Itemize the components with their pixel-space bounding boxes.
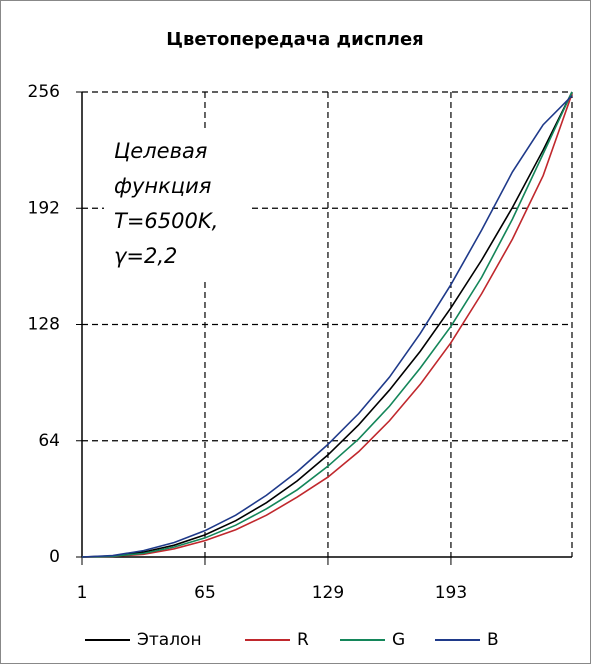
annotation: Целевая bbox=[114, 139, 207, 163]
legend-label: B bbox=[487, 630, 499, 650]
x-tick-label: 129 bbox=[312, 583, 344, 603]
annotation: T=6500K, bbox=[114, 209, 218, 233]
legend-label: G bbox=[392, 630, 405, 650]
line bbox=[81, 93, 573, 558]
y-tick-label: 0 bbox=[49, 547, 60, 567]
y-tick-label: 128 bbox=[28, 315, 60, 335]
y-tick-label: 256 bbox=[28, 82, 60, 102]
annotation-box bbox=[104, 130, 250, 282]
x-tick-label: 65 bbox=[194, 583, 216, 603]
line bbox=[81, 95, 573, 558]
x-tick-label: 193 bbox=[435, 583, 467, 603]
x-tick-label: 1 bbox=[77, 583, 88, 603]
y-tick-label: 192 bbox=[28, 198, 60, 218]
legend-label: R bbox=[297, 630, 309, 650]
line bbox=[81, 91, 573, 558]
grid bbox=[82, 91, 573, 557]
annotation: функция bbox=[114, 174, 211, 198]
annotation: γ=2,2 bbox=[114, 244, 177, 268]
chart-title: Цветопередача дисплея bbox=[166, 29, 424, 50]
line bbox=[81, 91, 573, 558]
legend-label: Эталон bbox=[137, 630, 202, 650]
y-tick-label: 64 bbox=[38, 431, 60, 451]
